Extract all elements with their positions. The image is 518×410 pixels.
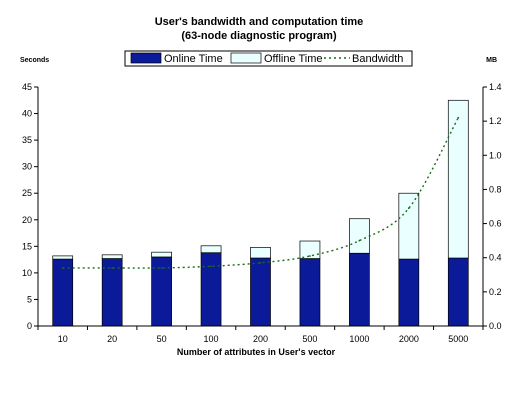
left-tick-label-0: 0: [27, 321, 32, 331]
right-axis-unit: MB: [486, 57, 497, 64]
left-tick-label-20: 20: [22, 215, 32, 225]
right-tick-label-0.6: 0.6: [489, 219, 502, 229]
bar-online-1000: [349, 252, 370, 327]
bar-offline-200: [250, 247, 271, 259]
bandwidth-point-50: [160, 267, 163, 269]
left-tick-label-25: 25: [22, 188, 32, 198]
x-tick-label-100: 100: [204, 334, 219, 344]
left-tick-label-35: 35: [22, 135, 32, 145]
bandwidth-point-20: [111, 267, 114, 269]
right-tick-label-0.2: 0.2: [489, 287, 502, 297]
right-tick-label-1.0: 1.0: [489, 150, 502, 160]
left-axis-unit: Seconds: [20, 57, 49, 64]
bar-offline-500: [299, 240, 321, 259]
bandwidth-point-200: [259, 261, 262, 264]
x-axis-label: Number of attributes in User's vector: [177, 347, 336, 357]
bar-offline-50: [151, 251, 172, 258]
x-tick-label-20: 20: [107, 334, 117, 344]
bandwidth-curve: [62, 117, 459, 269]
x-tick-label-5000: 5000: [448, 334, 468, 344]
right-tick-label-0.0: 0.0: [489, 321, 502, 331]
x-tick-label-10: 10: [58, 334, 68, 344]
bar-online-10: [52, 258, 74, 327]
legend-swatch-offline: [230, 52, 262, 64]
bar-offline-20: [101, 254, 123, 259]
right-tick-label-1.2: 1.2: [489, 116, 502, 126]
x-tick-label-200: 200: [253, 334, 268, 344]
x-tick-label-50: 50: [157, 334, 167, 344]
bar-online-5000: [447, 257, 469, 327]
bar-offline-1000: [349, 218, 370, 254]
left-tick-label-10: 10: [22, 268, 32, 278]
right-tick-label-1.4: 1.4: [489, 82, 502, 92]
right-tick-label-0.4: 0.4: [489, 253, 502, 263]
bandwidth-point-10: [61, 267, 64, 269]
legend-label-offline: Offline Time: [264, 53, 323, 65]
legend: Online Time Offline Time Bandwidth: [124, 50, 413, 67]
bar-online-100: [200, 252, 222, 327]
axes: 0 5 10 15 20 25 30 35 40 45 0.0 0.2 0.4 0.6 0.8 1.0 1.2 1…: [22, 82, 502, 344]
bandwidth-point-1000: [358, 239, 361, 242]
left-tick-label-30: 30: [22, 162, 32, 172]
left-tick-label-45: 45: [22, 82, 32, 92]
bar-offline-100: [200, 245, 222, 254]
bar-online-500: [299, 258, 321, 327]
legend-label-online: Online Time: [164, 53, 223, 65]
right-tick-label-0.8: 0.8: [489, 184, 502, 194]
bandwidth-point-100: [210, 265, 212, 268]
bars: [52, 99, 469, 327]
bandwidth-point-5000: [457, 116, 460, 119]
chart-title-line-1: User's bandwidth and computation time: [155, 16, 364, 28]
bandwidth-point-2000: [407, 207, 410, 210]
bar-offline-2000: [398, 192, 420, 260]
bandwidth-point-500: [309, 255, 311, 257]
legend-box: [124, 50, 413, 67]
legend-label-bandwidth: Bandwidth: [352, 53, 403, 65]
bar-offline-5000: [447, 99, 469, 259]
bar-online-200: [250, 257, 271, 327]
bandwidth-line: [61, 116, 460, 269]
x-tick-label-2000: 2000: [399, 334, 419, 344]
left-tick-label-15: 15: [22, 241, 32, 251]
x-tick-label-500: 500: [302, 334, 317, 344]
left-tick-label-5: 5: [27, 294, 32, 304]
x-tick-label-1000: 1000: [349, 334, 369, 344]
bar-offline-10: [52, 255, 74, 260]
chart-title-line-2: (63-node diagnostic program): [181, 30, 337, 42]
legend-swatch-online: [130, 52, 162, 64]
bar-online-2000: [398, 258, 420, 327]
left-tick-label-40: 40: [22, 109, 32, 119]
